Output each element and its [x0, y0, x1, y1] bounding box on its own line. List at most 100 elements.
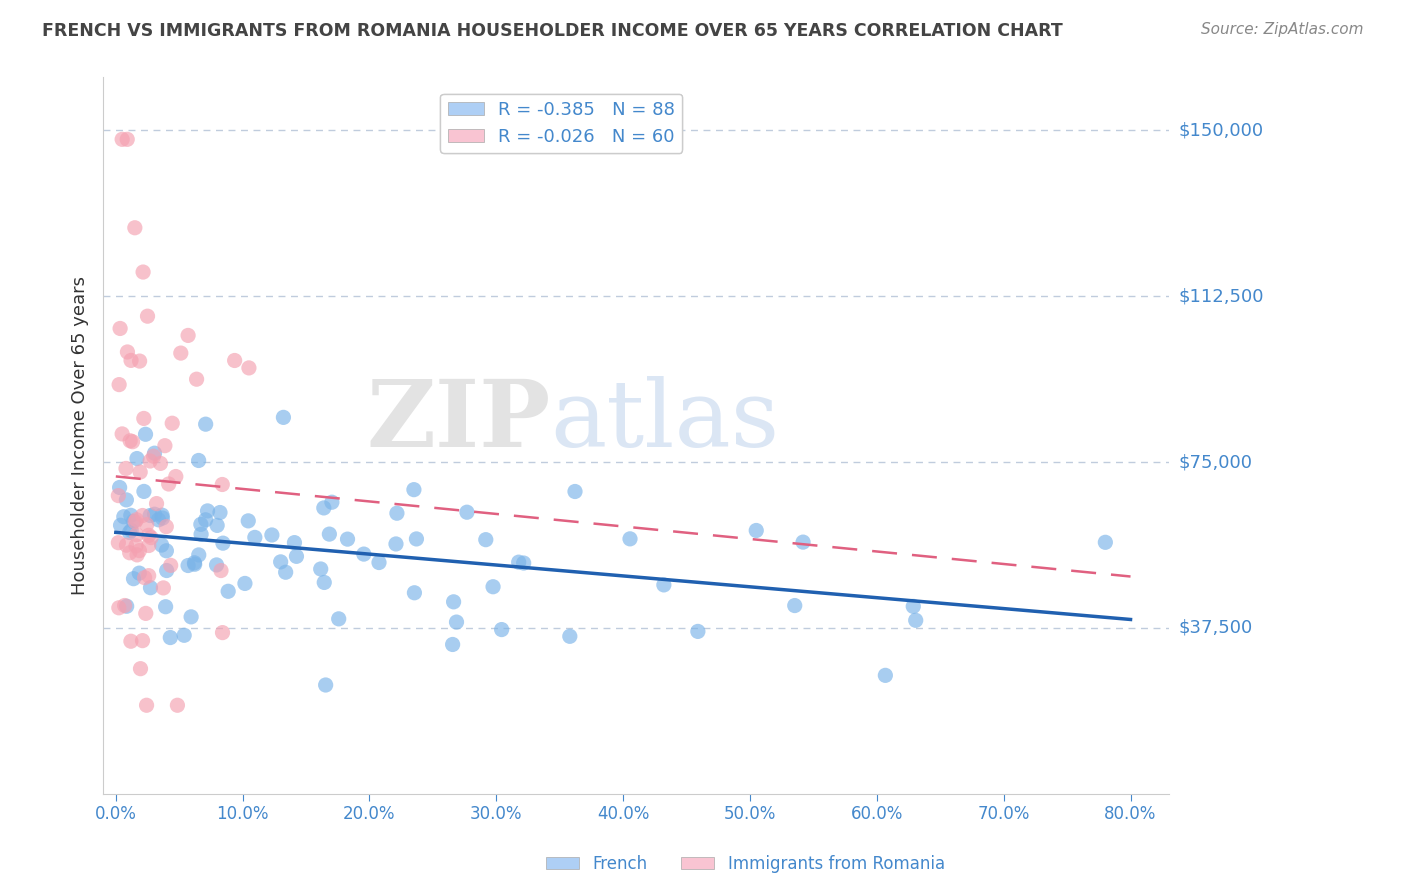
- Point: [166, 698, 188, 713]
- Point: [132, 484, 155, 499]
- Text: $150,000: $150,000: [1178, 121, 1264, 139]
- Legend: R = -0.385   N = 88, R = -0.026   N = 60: R = -0.385 N = 88, R = -0.026 N = 60: [440, 94, 682, 153]
- Point: [903, 599, 925, 614]
- Point: [190, 527, 212, 541]
- Point: [211, 625, 233, 640]
- Point: [155, 599, 177, 614]
- Text: $37,500: $37,500: [1178, 619, 1253, 637]
- Point: [285, 549, 308, 564]
- Point: [619, 532, 641, 546]
- Point: [135, 698, 157, 713]
- Point: [155, 519, 177, 533]
- Point: [336, 532, 359, 546]
- Point: [194, 417, 217, 432]
- Point: [205, 518, 228, 533]
- Point: [150, 508, 173, 523]
- Point: [159, 631, 181, 645]
- Point: [187, 548, 209, 562]
- Point: [138, 568, 160, 582]
- Point: [652, 578, 675, 592]
- Point: [456, 505, 478, 519]
- Point: [165, 469, 187, 483]
- Point: [446, 615, 468, 629]
- Point: [138, 539, 160, 553]
- Point: [134, 571, 156, 585]
- Text: $112,500: $112,500: [1178, 287, 1264, 305]
- Point: [156, 564, 179, 578]
- Point: [491, 623, 513, 637]
- Point: [111, 132, 134, 146]
- Point: [139, 581, 162, 595]
- Point: [385, 537, 408, 551]
- Point: [127, 548, 149, 562]
- Point: [122, 515, 145, 529]
- Point: [148, 513, 170, 527]
- Point: [117, 345, 139, 359]
- Point: [125, 513, 148, 527]
- Point: [128, 543, 150, 558]
- Point: [564, 484, 586, 499]
- Point: [1094, 535, 1116, 549]
- Point: [212, 536, 235, 550]
- Point: [205, 558, 228, 572]
- Point: [402, 483, 425, 497]
- Point: [783, 599, 806, 613]
- Point: [128, 354, 150, 368]
- Point: [120, 434, 142, 448]
- Point: [353, 547, 375, 561]
- Legend: French, Immigrants from Romania: French, Immigrants from Romania: [538, 848, 952, 880]
- Point: [120, 353, 142, 368]
- Point: [115, 599, 138, 614]
- Point: [904, 613, 927, 627]
- Point: [112, 509, 135, 524]
- Point: [107, 489, 129, 503]
- Point: [243, 530, 266, 544]
- Point: [152, 511, 174, 525]
- Text: atlas: atlas: [551, 376, 780, 467]
- Point: [875, 668, 897, 682]
- Point: [270, 555, 292, 569]
- Point: [108, 321, 131, 335]
- Point: [138, 528, 160, 542]
- Point: [183, 556, 205, 570]
- Point: [273, 410, 295, 425]
- Point: [120, 634, 142, 648]
- Point: [745, 524, 768, 538]
- Point: [125, 451, 148, 466]
- Point: [190, 517, 212, 532]
- Point: [405, 532, 427, 546]
- Point: [155, 543, 177, 558]
- Point: [108, 600, 131, 615]
- Point: [132, 411, 155, 425]
- Point: [443, 595, 465, 609]
- Point: [321, 495, 343, 509]
- Point: [160, 416, 183, 430]
- Point: [139, 531, 162, 545]
- Point: [111, 426, 134, 441]
- Point: [194, 513, 217, 527]
- Point: [283, 535, 305, 549]
- Point: [314, 575, 336, 590]
- Point: [792, 535, 814, 549]
- Point: [183, 558, 205, 572]
- Point: [187, 453, 209, 467]
- Point: [124, 220, 146, 235]
- Point: [482, 580, 505, 594]
- Point: [143, 446, 166, 460]
- Point: [217, 584, 239, 599]
- Point: [135, 427, 157, 442]
- Point: [131, 633, 153, 648]
- Point: [150, 538, 173, 552]
- Point: [233, 576, 256, 591]
- Point: [260, 528, 283, 542]
- Point: [312, 500, 335, 515]
- Point: [118, 546, 141, 560]
- Point: [120, 508, 142, 523]
- Point: [159, 558, 181, 573]
- Point: [152, 581, 174, 595]
- Point: [686, 624, 709, 639]
- Point: [143, 507, 166, 521]
- Point: [107, 535, 129, 549]
- Point: [508, 555, 530, 569]
- Point: [170, 346, 193, 360]
